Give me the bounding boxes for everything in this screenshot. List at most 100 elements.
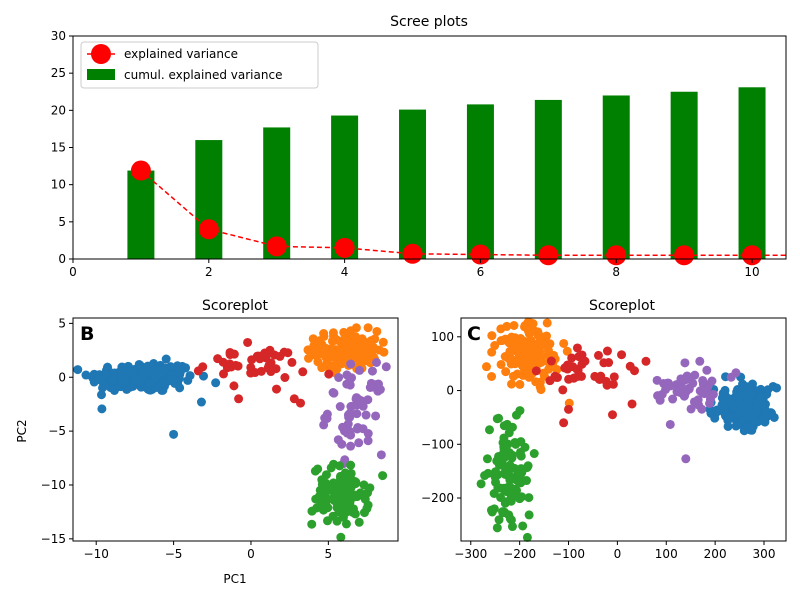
scoreplot-b-point bbox=[303, 345, 313, 355]
scoreplot-b-point bbox=[378, 471, 388, 481]
scoreplot-b-point bbox=[149, 359, 159, 369]
scoreplot-c-point bbox=[625, 361, 635, 371]
scoreplot-c-point bbox=[731, 421, 741, 431]
scree-ytick-label: 30 bbox=[51, 29, 66, 43]
scoreplot-c-point bbox=[706, 408, 716, 418]
scoreplot-b-point bbox=[309, 350, 319, 360]
scoreplot-b-ytick-label: −10 bbox=[41, 478, 66, 492]
scree-xtick-label: 6 bbox=[477, 265, 485, 279]
legend-marker-swatch bbox=[91, 44, 111, 64]
scoreplot-c-point bbox=[504, 510, 514, 520]
cumulative-bar bbox=[195, 140, 223, 259]
scoreplot-c-point bbox=[529, 359, 539, 369]
scoreplot-c-xtick-label: −200 bbox=[503, 547, 536, 561]
scree-ytick-label: 0 bbox=[58, 252, 66, 266]
scoreplot-c-point bbox=[491, 471, 501, 481]
scoreplot-c-xtick-label: 0 bbox=[614, 547, 622, 561]
scoreplot-b-frame bbox=[72, 317, 399, 542]
scree-title: Scree plots bbox=[390, 14, 468, 30]
scoreplot-c-point bbox=[747, 425, 757, 435]
scoreplot-c-point bbox=[564, 404, 574, 414]
scoreplot-b-point bbox=[218, 357, 228, 367]
scoreplot-c-point bbox=[517, 360, 527, 370]
scoreplot-b-point bbox=[98, 383, 108, 393]
scoreplot-b-point bbox=[346, 402, 356, 412]
scoreplot-b-point bbox=[375, 384, 385, 394]
scoreplot-b-point bbox=[328, 511, 338, 521]
scoreplot-b-point bbox=[343, 343, 353, 353]
scoreplot-c-point bbox=[739, 426, 749, 436]
scoreplot-c-point bbox=[543, 341, 553, 351]
explained-variance-marker bbox=[198, 219, 219, 240]
scoreplot-c-point bbox=[499, 421, 509, 431]
scoreplot-c-point bbox=[489, 488, 499, 498]
scoreplot-b-point bbox=[347, 373, 357, 383]
scoreplot-b-point bbox=[308, 334, 318, 344]
scree-ytick-label: 25 bbox=[51, 66, 66, 80]
scoreplot-b-point bbox=[225, 347, 235, 357]
scoreplot-c-xtick-label: −300 bbox=[454, 547, 487, 561]
scoreplot-b-ytick-label: 5 bbox=[58, 316, 66, 330]
scoreplot-c-point bbox=[573, 371, 583, 381]
scoreplot-c-point bbox=[531, 366, 541, 376]
scoreplot-b-point bbox=[169, 429, 179, 439]
scoreplot-b-point bbox=[336, 532, 346, 542]
scoreplot-b-point bbox=[335, 402, 345, 412]
scoreplot-c-point bbox=[599, 358, 609, 368]
scoreplot-b-point bbox=[107, 376, 117, 386]
scree-ytick-label: 10 bbox=[51, 178, 66, 192]
explained-variance-marker bbox=[470, 244, 491, 265]
scoreplot-b-point bbox=[329, 388, 339, 398]
scoreplot-c-point bbox=[665, 419, 675, 429]
scoreplot-b-point bbox=[346, 460, 356, 470]
scoreplot-c-point bbox=[608, 410, 618, 420]
scoreplot-b-title: Scoreplot bbox=[202, 298, 269, 314]
scoreplot-c: Scoreplot −300 −200 −100 0 100 200 300 −200 −100… bbox=[421, 298, 787, 561]
scoreplot-c-point bbox=[559, 418, 569, 428]
scoreplot-b-point bbox=[329, 459, 339, 469]
scoreplot-c-title: Scoreplot bbox=[589, 298, 656, 314]
scoreplot-b-point bbox=[363, 323, 373, 333]
scoreplot-c-point bbox=[593, 350, 603, 360]
scoreplot-c-point bbox=[501, 444, 511, 454]
scoreplot-c-point bbox=[511, 410, 521, 420]
scoreplot-c-point bbox=[738, 400, 748, 410]
scoreplot-b-point bbox=[346, 441, 356, 451]
scoreplot-b-point bbox=[352, 409, 362, 419]
scoreplot-b-point bbox=[175, 366, 185, 376]
scoreplot-c-point bbox=[494, 515, 504, 525]
scoreplot-b-point bbox=[355, 365, 365, 375]
scoreplot-b-point bbox=[342, 428, 352, 438]
scoreplot-b-point bbox=[336, 475, 346, 485]
scoreplot-c-point bbox=[609, 372, 619, 382]
scoreplot-c-point bbox=[508, 491, 518, 501]
scoreplot-c-point bbox=[562, 364, 572, 374]
scoreplot-b-point bbox=[346, 359, 356, 369]
scoreplot-b-point bbox=[338, 498, 348, 508]
scoreplot-c-point bbox=[507, 522, 517, 532]
scoreplot-c-point bbox=[489, 504, 499, 514]
scoreplot-b-point bbox=[234, 394, 244, 404]
scoreplot-b-point bbox=[324, 369, 334, 379]
scoreplot-c-point bbox=[550, 371, 560, 381]
scoreplot-b-point bbox=[363, 500, 373, 510]
scoreplot-b-point bbox=[346, 468, 356, 478]
scoreplot-c-point bbox=[617, 350, 627, 360]
scoreplot-b-xtick-label: 0 bbox=[247, 547, 255, 561]
scoreplot-b-point bbox=[328, 328, 338, 338]
scoreplot-c-point bbox=[652, 375, 662, 385]
scoreplot-c-point bbox=[494, 413, 504, 423]
scoreplot-b-xtick-label: −10 bbox=[84, 547, 109, 561]
scoreplot-c-point bbox=[510, 333, 520, 343]
scoreplot-c-point bbox=[738, 415, 748, 425]
scoreplot-b-point bbox=[343, 410, 353, 420]
scoreplot-c-point bbox=[682, 371, 692, 381]
scoreplot-b-point bbox=[264, 360, 274, 370]
scree-xtick-label: 8 bbox=[612, 265, 620, 279]
scoreplot-b-point bbox=[130, 373, 140, 383]
scoreplot-b-point bbox=[287, 357, 297, 367]
scoreplot-b: Scoreplot −10 −5 0 5 −15 −10 −5 0 5 B PC1 PC2 bbox=[15, 298, 399, 586]
scoreplot-b-point bbox=[341, 519, 351, 529]
cumulative-bar bbox=[738, 87, 766, 259]
